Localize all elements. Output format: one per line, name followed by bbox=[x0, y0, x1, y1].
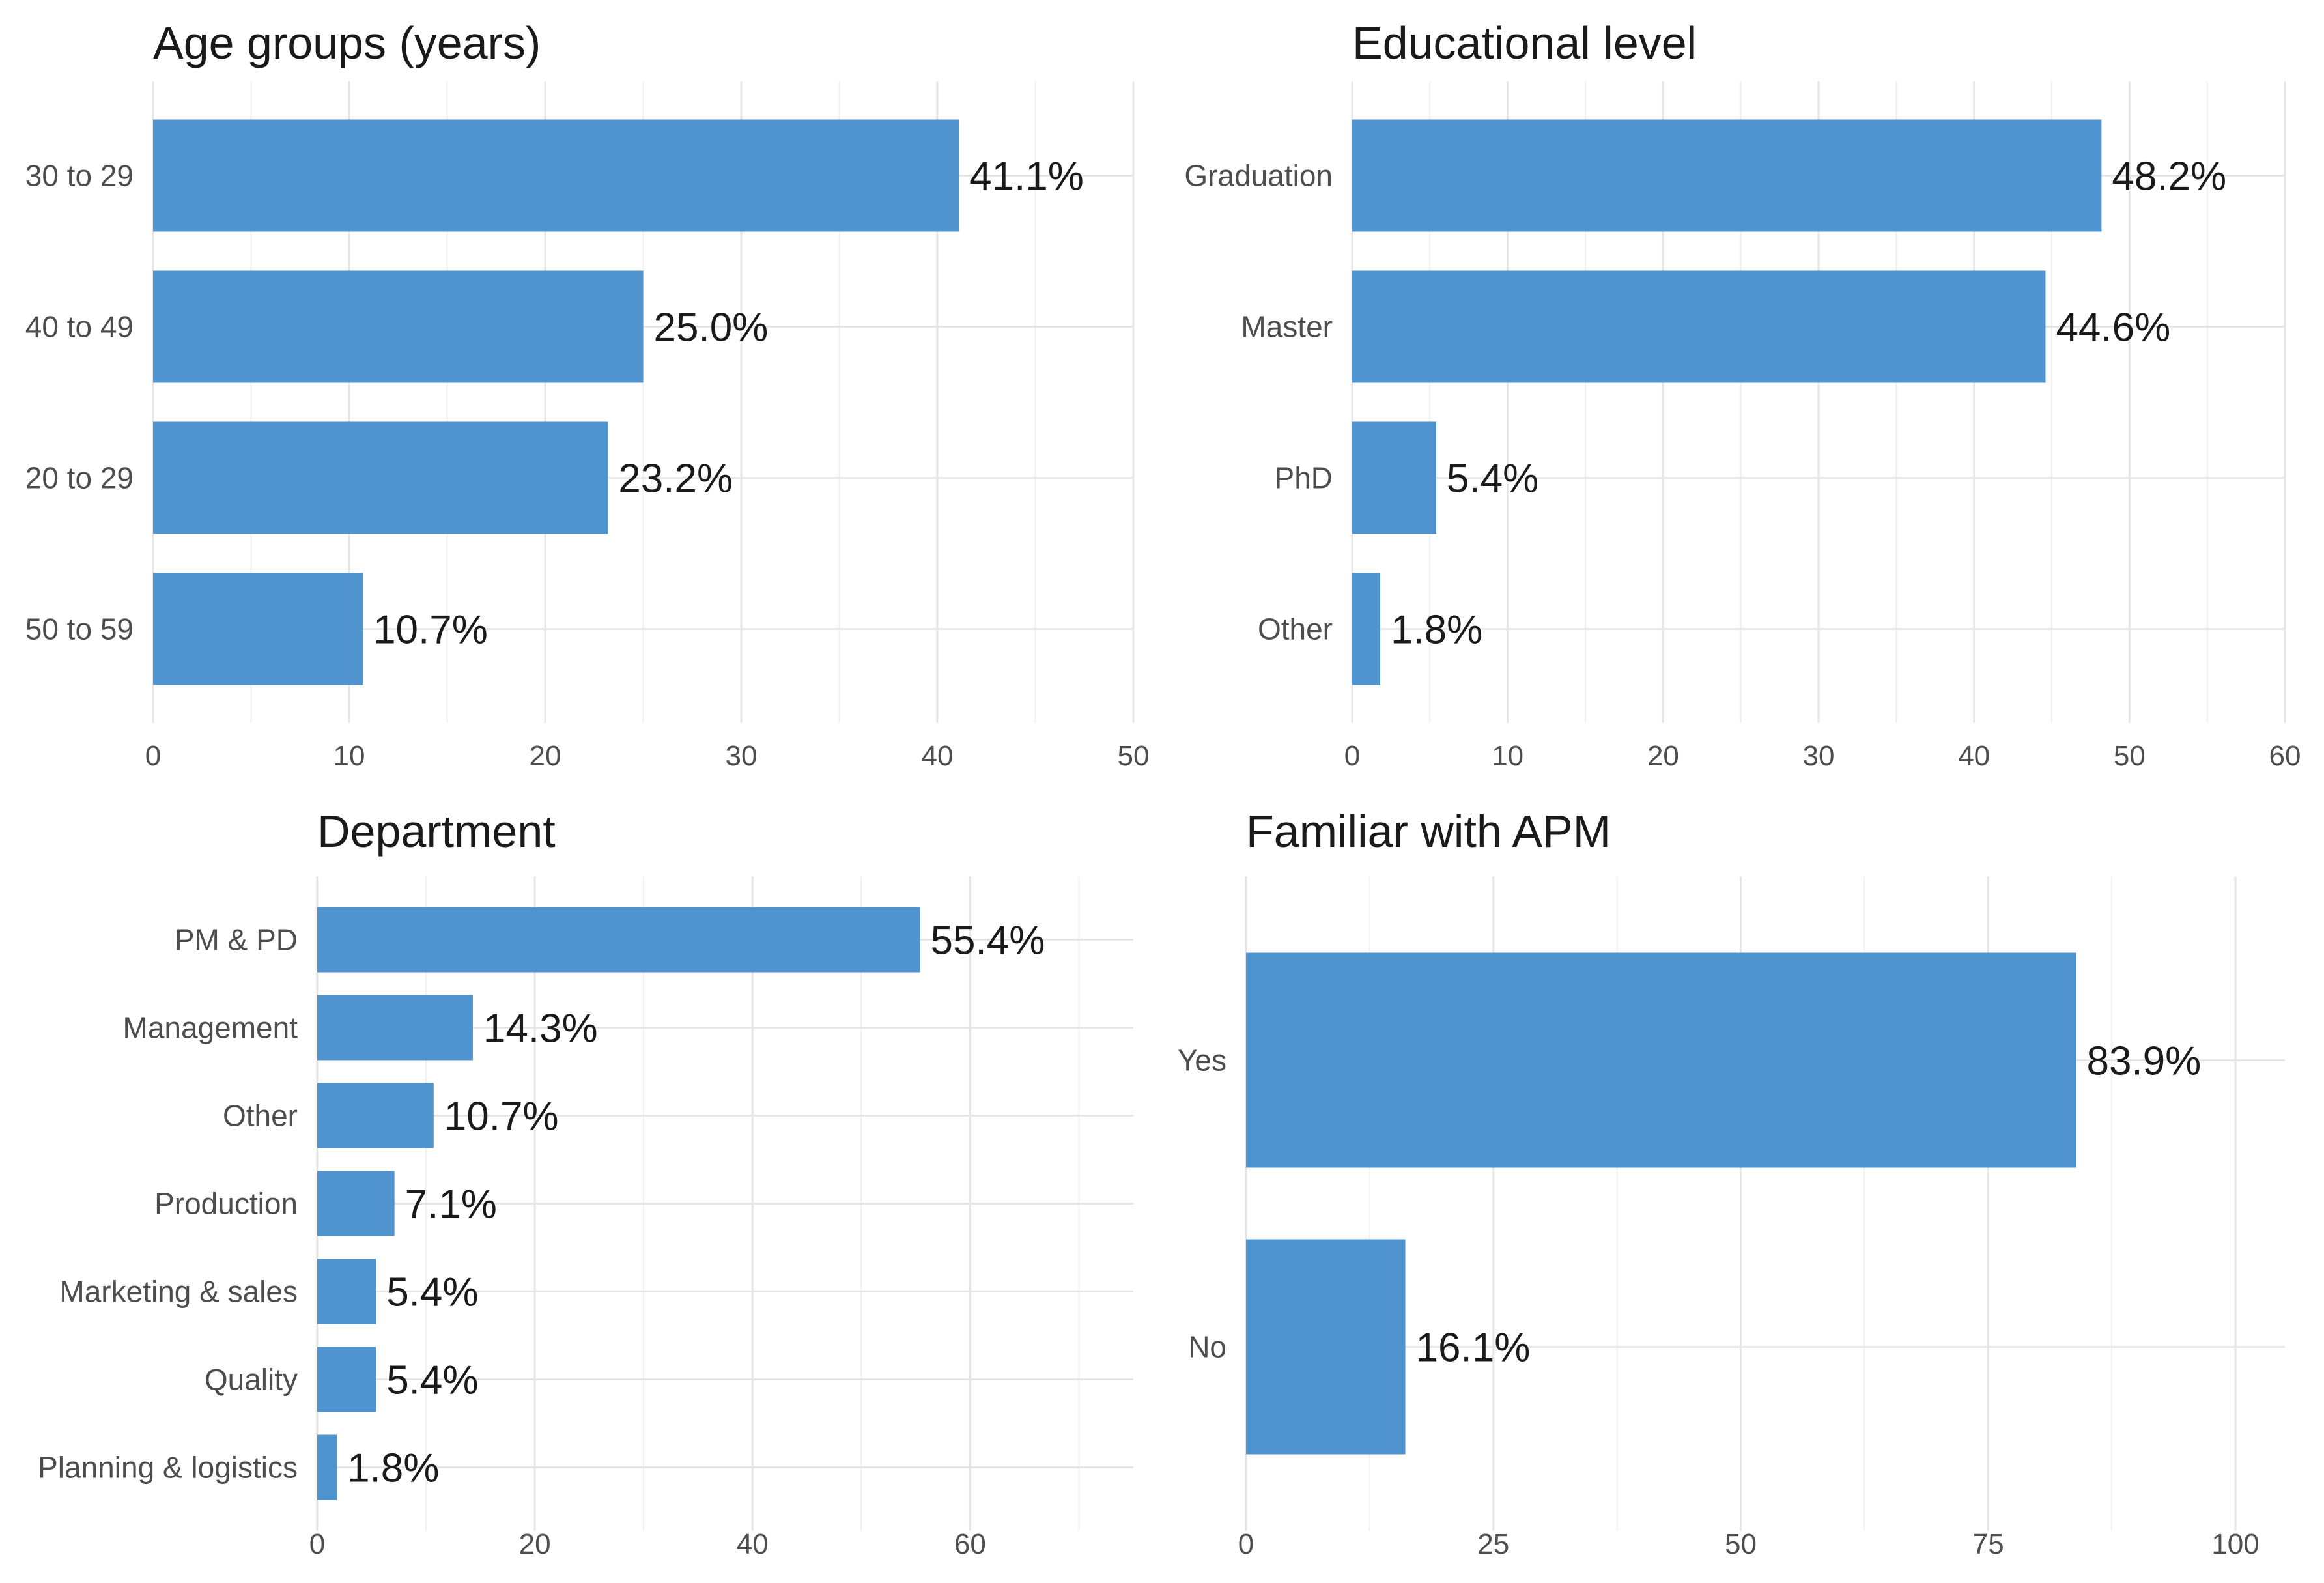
category-label: 20 to 29 bbox=[25, 461, 134, 495]
x-tick-label: 20 bbox=[1647, 740, 1679, 772]
bar bbox=[1352, 421, 1436, 534]
x-tick-label: 30 bbox=[1803, 740, 1835, 772]
bar bbox=[1352, 119, 2102, 232]
x-tick-label: 40 bbox=[737, 1528, 769, 1560]
category-label: Production bbox=[154, 1187, 298, 1221]
category-label: Yes bbox=[1178, 1044, 1226, 1077]
category-label: Marketing & sales bbox=[59, 1275, 298, 1309]
bar bbox=[153, 421, 608, 534]
x-tick-label: 0 bbox=[1344, 740, 1360, 772]
category-label: No bbox=[1188, 1330, 1226, 1364]
data-label: 48.2% bbox=[2112, 154, 2226, 199]
data-label: 10.7% bbox=[444, 1094, 559, 1139]
x-tick-label: 50 bbox=[1725, 1528, 1757, 1560]
bar bbox=[317, 995, 473, 1061]
chart-title: Age groups (years) bbox=[153, 18, 541, 68]
category-label: Planning & logistics bbox=[38, 1451, 298, 1485]
chart-title: Department bbox=[317, 806, 556, 857]
x-tick-label: 60 bbox=[2269, 740, 2301, 772]
familiar-with-apm-panel: Familiar with APM Yes 83.9% No 16.1% 0 25 50 75 1… bbox=[1178, 806, 2285, 1560]
x-tick-label: 40 bbox=[922, 740, 954, 772]
data-label: 55.4% bbox=[931, 919, 1045, 963]
bar bbox=[317, 1434, 337, 1500]
data-label: 16.1% bbox=[1416, 1326, 1531, 1371]
bar bbox=[153, 270, 644, 383]
x-tick-label: 0 bbox=[145, 740, 161, 772]
category-label: 30 to 29 bbox=[25, 159, 134, 193]
x-tick-label: 60 bbox=[954, 1528, 986, 1560]
bar bbox=[317, 1347, 376, 1412]
x-tick-label: 20 bbox=[519, 1528, 551, 1560]
age-groups-panel: Age groups (years) 30 to 29 41.1% 40 to 49 2… bbox=[25, 18, 1150, 772]
x-tick-label: 25 bbox=[1477, 1528, 1509, 1560]
category-label: PhD bbox=[1275, 461, 1333, 495]
data-label: 7.1% bbox=[405, 1182, 497, 1227]
x-tick-label: 50 bbox=[2114, 740, 2146, 772]
category-label: 40 to 49 bbox=[25, 310, 134, 344]
category-label: Other bbox=[1258, 612, 1333, 646]
data-label: 83.9% bbox=[2086, 1039, 2201, 1084]
bar bbox=[317, 1171, 395, 1236]
x-tick-label: 40 bbox=[1958, 740, 1990, 772]
bar bbox=[1246, 952, 2076, 1168]
bar bbox=[153, 573, 363, 685]
category-label: Other bbox=[223, 1099, 298, 1133]
x-tick-label: 100 bbox=[2211, 1528, 2259, 1560]
chart-title: Familiar with APM bbox=[1246, 806, 1611, 857]
x-tick-label: 10 bbox=[333, 740, 365, 772]
bar bbox=[317, 1083, 434, 1148]
bar bbox=[317, 1259, 376, 1324]
bar bbox=[1352, 270, 2046, 383]
x-tick-label: 0 bbox=[1238, 1528, 1254, 1560]
x-tick-label: 50 bbox=[1118, 740, 1150, 772]
data-label: 23.2% bbox=[618, 457, 733, 502]
bar bbox=[1246, 1239, 1406, 1455]
data-label: 5.4% bbox=[386, 1358, 478, 1403]
educational-level-panel: Educational level Graduation 48.2% Master 44… bbox=[1184, 18, 2301, 772]
category-label: 50 to 59 bbox=[25, 612, 134, 646]
category-label: Quality bbox=[205, 1363, 298, 1397]
x-tick-label: 10 bbox=[1492, 740, 1523, 772]
bar bbox=[153, 119, 959, 232]
category-label: Graduation bbox=[1184, 159, 1333, 193]
chart-title: Educational level bbox=[1352, 18, 1697, 68]
data-label: 41.1% bbox=[969, 154, 1084, 199]
department-panel: Department PM & PD 55.4% Management 14.3% Oth… bbox=[38, 806, 1133, 1560]
x-tick-label: 20 bbox=[530, 740, 561, 772]
x-tick-label: 75 bbox=[1972, 1528, 2004, 1560]
x-tick-label: 30 bbox=[726, 740, 758, 772]
data-label: 5.4% bbox=[1447, 457, 1538, 502]
data-label: 5.4% bbox=[386, 1270, 478, 1315]
bar bbox=[1352, 573, 1380, 685]
bar bbox=[317, 907, 920, 973]
data-label: 1.8% bbox=[347, 1446, 439, 1491]
category-label: Master bbox=[1241, 310, 1333, 344]
category-label: PM & PD bbox=[175, 923, 298, 957]
x-tick-label: 0 bbox=[309, 1528, 325, 1560]
data-label: 44.6% bbox=[2056, 306, 2170, 350]
data-label: 14.3% bbox=[483, 1006, 598, 1051]
category-label: Management bbox=[123, 1011, 298, 1045]
data-label: 25.0% bbox=[654, 306, 769, 350]
data-label: 10.7% bbox=[373, 608, 488, 653]
data-label: 1.8% bbox=[1391, 608, 1482, 653]
